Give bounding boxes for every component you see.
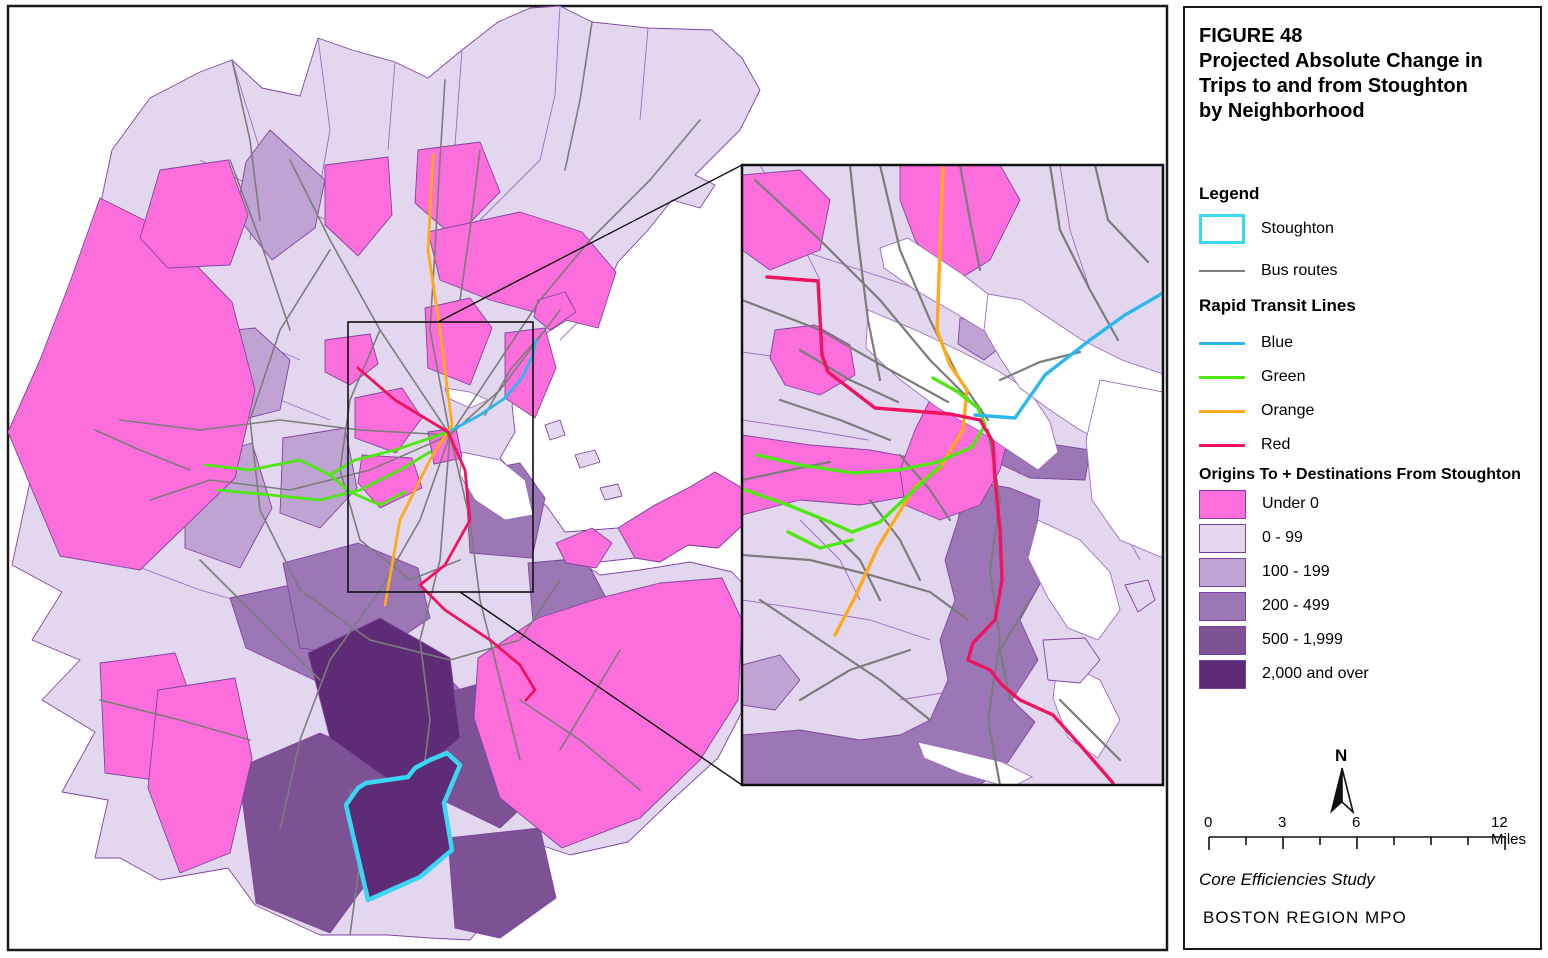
swatch-500-1999 bbox=[1199, 625, 1246, 655]
inset-leader-bottom bbox=[459, 591, 743, 786]
label-2000-over: 2,000 and over bbox=[1262, 665, 1369, 682]
side-panel: FIGURE 48 Projected Absolute Change in T… bbox=[1183, 6, 1542, 950]
legend-heading: Legend bbox=[1199, 184, 1260, 203]
orange-line-label: Orange bbox=[1261, 402, 1315, 419]
inset-water bbox=[865, 237, 1163, 785]
legend-item-blue-line: Blue bbox=[1199, 328, 1293, 358]
green-line-label: Green bbox=[1261, 368, 1306, 385]
transit-lines-main bbox=[203, 153, 538, 702]
legend-item-green-line: Green bbox=[1199, 362, 1305, 392]
swatch-100-199 bbox=[1199, 557, 1246, 587]
figure-title-line-1: Projected Absolute Change in bbox=[1199, 50, 1483, 72]
blue-line-swatch bbox=[1199, 341, 1245, 345]
bus-routes-label: Bus routes bbox=[1261, 262, 1338, 279]
main-map bbox=[7, 5, 761, 941]
north-label: N bbox=[1335, 746, 1348, 765]
green-line-swatch bbox=[1199, 375, 1245, 379]
legend-class-under-0: Under 0 bbox=[1199, 489, 1319, 519]
legend-class-2000-over: 2,000 and over bbox=[1199, 659, 1369, 689]
north-arrow-icon bbox=[1330, 767, 1355, 815]
bus-routes-layer bbox=[94, 21, 701, 936]
figure-label: FIGURE 48 bbox=[1199, 25, 1303, 47]
label-200-499: 200 - 499 bbox=[1262, 597, 1330, 614]
swatch-200-499 bbox=[1199, 591, 1246, 621]
red-line-label: Red bbox=[1261, 436, 1291, 453]
transit-heading: Rapid Transit Lines bbox=[1199, 296, 1356, 315]
figure-title-line-3: by Neighborhood bbox=[1199, 100, 1365, 122]
legend-class-500-1999: 500 - 1,999 bbox=[1199, 625, 1343, 655]
scale-bar-ticks bbox=[1208, 836, 1506, 850]
legend-item-orange-line: Orange bbox=[1199, 396, 1314, 426]
label-100-199: 100 - 199 bbox=[1262, 563, 1330, 580]
scale-label-12-miles: 12 Miles bbox=[1491, 814, 1527, 848]
swatch-2000-over bbox=[1199, 659, 1246, 689]
stoughton-outline-swatch bbox=[1199, 214, 1245, 244]
bus-route-line-swatch bbox=[1199, 270, 1245, 272]
red-line-swatch bbox=[1199, 443, 1245, 447]
choropleth-heading: Origins To + Destinations From Stoughton bbox=[1199, 466, 1521, 483]
water-main bbox=[444, 387, 623, 521]
inset-transit-lines bbox=[743, 165, 1163, 785]
figure-title-line-2: Trips to and from Stoughton bbox=[1199, 75, 1468, 97]
inset-frame bbox=[740, 163, 1165, 787]
inset-leader-top bbox=[437, 164, 743, 323]
legend-item-bus-routes: Bus routes bbox=[1199, 256, 1337, 286]
inset-map bbox=[740, 163, 1165, 787]
blue-line-label: Blue bbox=[1261, 334, 1294, 351]
legend-item-red-line: Red bbox=[1199, 430, 1290, 460]
legend-item-stoughton: Stoughton bbox=[1199, 214, 1334, 244]
label-under-0: Under 0 bbox=[1262, 495, 1319, 512]
legend-class-100-199: 100 - 199 bbox=[1199, 557, 1330, 587]
scale-label-6: 6 bbox=[1352, 814, 1361, 831]
scale-bar: 0 3 6 12 Miles bbox=[1197, 814, 1527, 860]
inset-bus-routes bbox=[742, 165, 1150, 785]
credit-organization: BOSTON REGION MPO bbox=[1203, 908, 1407, 927]
stoughton-boundary bbox=[343, 750, 463, 903]
label-0-99: 0 - 99 bbox=[1262, 529, 1303, 546]
orange-line-swatch bbox=[1199, 409, 1245, 413]
extent-rectangle bbox=[347, 321, 534, 593]
regions-under-0 bbox=[7, 141, 749, 874]
label-500-1999: 500 - 1,999 bbox=[1262, 631, 1343, 648]
stoughton-label: Stoughton bbox=[1261, 220, 1334, 237]
swatch-under-0 bbox=[1199, 489, 1246, 519]
figure-title: FIGURE 48 Projected Absolute Change in T… bbox=[1199, 24, 1483, 124]
legend-class-200-499: 200 - 499 bbox=[1199, 591, 1330, 621]
legend-class-0-99: 0 - 99 bbox=[1199, 523, 1303, 553]
scale-label-0: 0 bbox=[1204, 814, 1213, 831]
swatch-0-99 bbox=[1199, 523, 1246, 553]
credit-study: Core Efficiencies Study bbox=[1199, 870, 1375, 889]
scale-label-3: 3 bbox=[1278, 814, 1287, 831]
